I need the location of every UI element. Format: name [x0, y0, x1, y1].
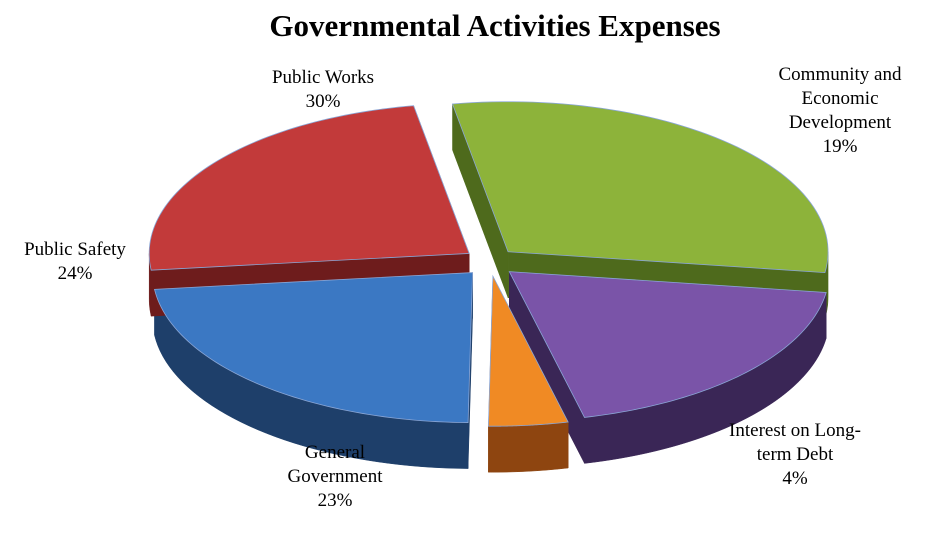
- slice-top-3: [154, 272, 473, 423]
- slice-name-label-3: Government: [288, 466, 384, 487]
- slice-value-label-2: 4%: [782, 468, 808, 489]
- slice-name-label-2: Interest on Long-: [729, 420, 861, 441]
- slice-labels: Public Works 30% Community and Economic Deve…: [24, 64, 902, 511]
- slice-top-0: [451, 101, 829, 274]
- slice-name-label-1: Economic: [801, 88, 878, 109]
- slice-name-label-0: Public Works: [272, 67, 374, 88]
- slice-outer-wall-2-0: [488, 421, 569, 473]
- slice-value-label-1: 19%: [823, 136, 858, 157]
- slice-top-2: [488, 274, 569, 427]
- slice-name-label-1: Community and: [779, 64, 902, 85]
- slice-top-1: [508, 271, 827, 418]
- slice-name-label-2: term Debt: [757, 444, 834, 465]
- slice-name-label-1: Development: [789, 112, 892, 133]
- slice-top-4: [148, 105, 470, 271]
- slice-value-label-0: 30%: [306, 91, 341, 112]
- slice-tops: [148, 101, 829, 427]
- chart-title: Governmental Activities Expenses: [269, 8, 720, 43]
- slice-name-label-4: Public Safety: [24, 239, 126, 260]
- slice-name-label-3: General: [305, 442, 365, 463]
- slice-value-label-4: 24%: [58, 263, 93, 284]
- slice-value-label-3: 23%: [318, 490, 353, 511]
